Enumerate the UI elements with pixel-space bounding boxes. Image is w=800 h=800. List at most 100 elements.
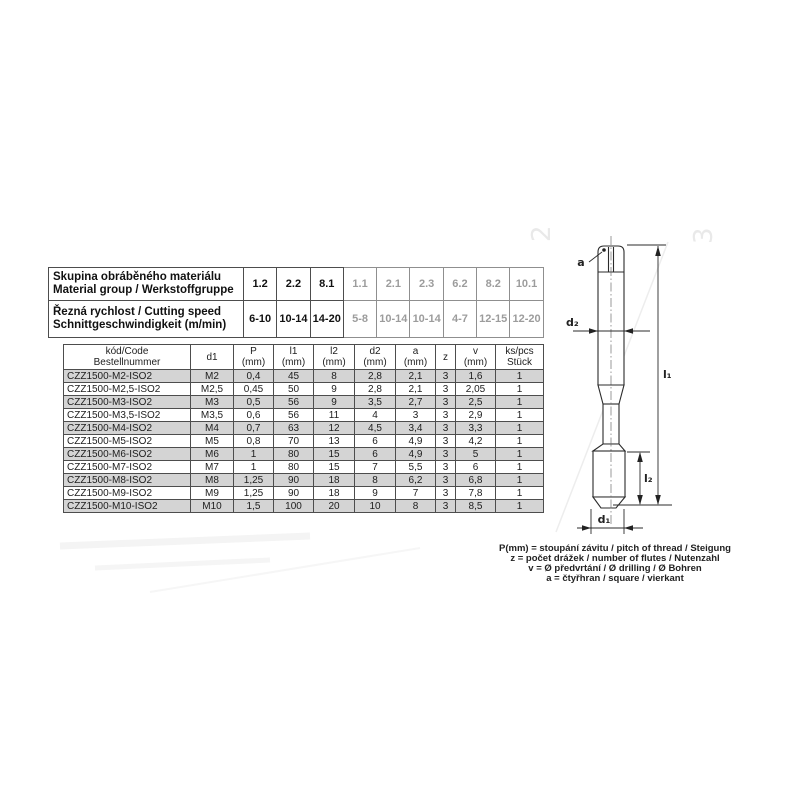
value-cell: 6 xyxy=(455,460,496,474)
value-cell: 6 xyxy=(354,434,396,448)
column-header-line: Stück xyxy=(506,357,532,368)
value-cell: 18 xyxy=(313,473,355,487)
value-cell: 0,4 xyxy=(233,369,274,383)
code-cell: CZZ1500-M2,5-ISO2 xyxy=(63,382,191,396)
value-cell: 0,7 xyxy=(233,421,274,435)
dim-label-l1: l₁ xyxy=(663,368,672,381)
value-cell: M10 xyxy=(190,499,234,513)
value-cell: 0,45 xyxy=(233,382,274,396)
cutting-speed-row: Řezná rychlost / Cutting speed Schnittge… xyxy=(48,300,544,338)
value-cell: 1 xyxy=(495,408,544,422)
code-cell: CZZ1500-M3,5-ISO2 xyxy=(63,408,191,422)
value-cell: 3 xyxy=(435,473,456,487)
code-cell: CZZ1500-M7-ISO2 xyxy=(63,460,191,474)
value-cell: 12 xyxy=(313,421,355,435)
column-header: l2 (mm) xyxy=(313,344,355,370)
value-cell: 6,2 xyxy=(395,473,436,487)
value-cell: 3 xyxy=(435,408,456,422)
value-cell: 1,25 xyxy=(233,486,274,500)
value-cell: 2,1 xyxy=(395,369,436,383)
value-cell: 3 xyxy=(435,447,456,461)
column-header-line: (mm) xyxy=(241,357,266,368)
material-value-active: 1.2 xyxy=(242,267,278,301)
value-cell: 3 xyxy=(435,434,456,448)
size-table-header: kód/Code Bestellnummer d1 P (mm) l1 (mm) l2 (mm)… xyxy=(63,344,544,370)
column-header-line: d2 xyxy=(369,346,381,357)
material-group-label-cz: Skupina obráběného materiálu xyxy=(53,270,222,283)
value-cell: 3 xyxy=(435,499,456,513)
column-header-line: ks/pcs xyxy=(505,346,534,357)
column-header: d2 (mm) xyxy=(354,344,396,370)
value-cell: M2,5 xyxy=(190,382,234,396)
material-value-inactive: 10-14 xyxy=(376,300,411,338)
material-value-inactive: 6.2 xyxy=(442,267,478,301)
value-cell: 1,6 xyxy=(455,369,496,383)
value-cell: M5 xyxy=(190,434,234,448)
value-cell: 18 xyxy=(313,486,355,500)
material-value-inactive: 12-15 xyxy=(476,300,511,338)
code-cell: CZZ1500-M10-ISO2 xyxy=(63,499,191,513)
value-cell: M6 xyxy=(190,447,234,461)
value-cell: 1,25 xyxy=(233,473,274,487)
value-cell: 45 xyxy=(273,369,314,383)
value-cell: 3,5 xyxy=(354,395,396,409)
value-cell: 1 xyxy=(495,421,544,435)
material-group-table: Skupina obráběného materiálu Material gr… xyxy=(48,267,544,338)
column-header-line: d1 xyxy=(206,351,218,363)
value-cell: 5 xyxy=(455,447,496,461)
code-cell: CZZ1500-M2-ISO2 xyxy=(63,369,191,383)
dim-a xyxy=(588,248,606,263)
value-cell: 15 xyxy=(313,447,355,461)
dim-l1 xyxy=(613,244,672,506)
value-cell: 2,7 xyxy=(395,395,436,409)
column-header-line: v xyxy=(473,346,478,357)
code-cell: CZZ1500-M9-ISO2 xyxy=(63,486,191,500)
table-row: CZZ1500-M3,5-ISO2 M3,5 0,6 56 11 4 3 3 2,9 1 xyxy=(63,408,544,422)
code-cell: CZZ1500-M8-ISO2 xyxy=(63,473,191,487)
column-header-line: (mm) xyxy=(363,357,387,368)
column-header-line: Bestellnummer xyxy=(93,357,161,368)
value-cell: 1 xyxy=(233,447,274,461)
value-cell: 10 xyxy=(354,499,396,513)
table-row: CZZ1500-M9-ISO2 M9 1,25 90 18 9 7 3 7,8 1 xyxy=(63,486,544,500)
column-header: d1 xyxy=(190,344,234,370)
cutting-speed-label-cz: Řezná rychlost / Cutting speed xyxy=(53,305,222,318)
material-value-inactive: 1.1 xyxy=(342,267,378,301)
column-header: ks/pcs Stück xyxy=(495,344,544,370)
value-cell: 2,8 xyxy=(354,369,396,383)
value-cell: 90 xyxy=(273,486,314,500)
value-cell: 7 xyxy=(354,460,396,474)
table-row: CZZ1500-M2,5-ISO2 M2,5 0,45 50 9 2,8 2,1 3 2,05 1 xyxy=(63,382,544,396)
value-cell: M8 xyxy=(190,473,234,487)
cutting-speed-label-de: Schnittgeschwindigkeit (m/min) xyxy=(53,319,227,331)
material-value-inactive: 2.3 xyxy=(409,267,444,301)
column-header-line: (mm) xyxy=(322,357,346,368)
value-cell: 8 xyxy=(395,499,436,513)
material-group-label: Skupina obráběného materiálu Material gr… xyxy=(48,267,244,301)
value-cell: 3 xyxy=(435,369,456,383)
column-header: a (mm) xyxy=(395,344,436,370)
column-header-line: P xyxy=(250,346,257,357)
material-value-inactive: 10.1 xyxy=(509,267,544,301)
column-header-line: kód/Code xyxy=(105,346,149,357)
value-cell: 1 xyxy=(495,382,544,396)
value-cell: 2,05 xyxy=(455,382,496,396)
cutting-speed-label: Řezná rychlost / Cutting speed Schnittge… xyxy=(48,300,244,338)
value-cell: 3 xyxy=(435,382,456,396)
value-cell: 15 xyxy=(313,460,355,474)
value-cell: 1 xyxy=(495,486,544,500)
code-cell: CZZ1500-M5-ISO2 xyxy=(63,434,191,448)
material-group-row: Skupina obráběného materiálu Material gr… xyxy=(48,267,544,301)
material-value-inactive: 2.1 xyxy=(376,267,411,301)
size-table: kód/Code Bestellnummer d1 P (mm) l1 (mm) l2 (mm)… xyxy=(63,344,544,513)
value-cell: 56 xyxy=(273,408,314,422)
note-line: P(mm) = stoupání závitu / pitch of threa… xyxy=(499,543,731,554)
value-cell: 3,4 xyxy=(395,421,436,435)
material-group-label-en: Material group / Werkstoffgruppe xyxy=(53,284,234,296)
value-cell: M7 xyxy=(190,460,234,474)
value-cell: M2 xyxy=(190,369,234,383)
material-value-inactive: 10-14 xyxy=(409,300,444,338)
value-cell: 0,6 xyxy=(233,408,274,422)
